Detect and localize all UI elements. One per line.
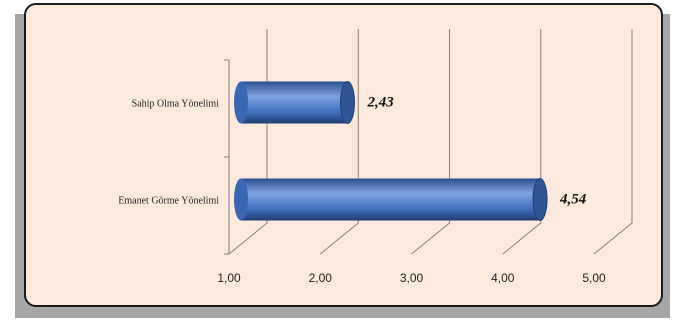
bar-0 xyxy=(241,81,348,124)
chart-panel xyxy=(24,3,663,307)
data-label: 4,54 xyxy=(559,192,587,208)
gridline-1 xyxy=(319,29,359,255)
labels: 1,00 2,00 3,00 4,00 5,00 Sahip Olma Yönelimi 2… xyxy=(118,95,606,286)
grid-lines xyxy=(228,29,633,255)
x-tick-label: 3,00 xyxy=(400,271,424,285)
gridline-2 xyxy=(411,29,450,255)
x-tick-label: 5,00 xyxy=(582,271,606,285)
category-label: Emanet Görme Yönelimi xyxy=(118,196,219,207)
x-tick-label: 2,00 xyxy=(309,271,333,285)
bar-base-cap xyxy=(234,81,248,124)
axes xyxy=(224,59,230,255)
bar-base-cap xyxy=(234,178,248,221)
data-label: 2,43 xyxy=(366,95,394,111)
gridline-4 xyxy=(593,29,633,255)
bar-end-cap xyxy=(339,81,355,124)
bars xyxy=(234,81,548,221)
gridline-3 xyxy=(502,29,542,255)
x-tick-label: 4,00 xyxy=(491,271,515,285)
bar-end-cap xyxy=(532,178,548,221)
x-tick-label: 1,00 xyxy=(217,271,241,285)
bar-1 xyxy=(241,178,541,221)
category-label: Sahip Olma Yönelimi xyxy=(132,99,220,110)
